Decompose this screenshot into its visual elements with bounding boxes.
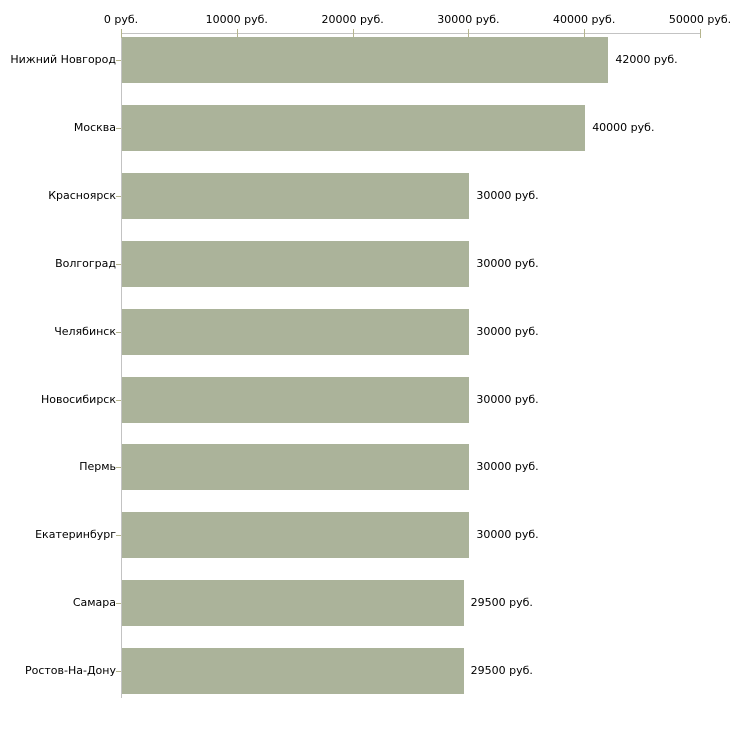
value-label: 30000 руб. <box>476 256 539 270</box>
value-label: 30000 руб. <box>476 392 539 406</box>
bar <box>122 308 470 355</box>
bar <box>122 512 470 559</box>
category-tick-mark <box>116 196 121 197</box>
category-tick-mark <box>116 128 121 129</box>
category-label: Ростов-На-Дону <box>24 664 116 678</box>
category-label: Самара <box>72 596 116 610</box>
value-label: 30000 руб. <box>476 188 539 202</box>
x-axis-tick-label: 10000 руб. <box>205 13 268 26</box>
bar <box>122 37 609 83</box>
bar <box>122 240 470 287</box>
bar <box>122 648 464 695</box>
x-axis-tick-label: 20000 руб. <box>321 13 384 26</box>
x-axis-tick-label: 40000 руб. <box>553 13 616 26</box>
bar <box>122 172 470 219</box>
category-tick-mark <box>116 467 121 468</box>
value-label: 30000 руб. <box>476 324 539 338</box>
category-label: Новосибирск <box>40 392 116 406</box>
category-label: Екатеринбург <box>35 528 116 542</box>
x-axis-tick-mark <box>121 29 122 38</box>
category-label: Пермь <box>79 460 116 474</box>
category-tick-mark <box>116 400 121 401</box>
y-axis-line <box>121 33 122 698</box>
value-label: 30000 руб. <box>476 460 539 474</box>
x-axis-tick-mark <box>236 29 238 38</box>
category-tick-mark <box>116 264 121 265</box>
value-label: 29500 руб. <box>470 596 533 610</box>
category-tick-mark <box>116 60 121 61</box>
category-label: Волгоград <box>55 256 116 270</box>
category-tick-mark <box>116 671 121 672</box>
x-axis-tick-label: 50000 руб. <box>668 13 730 26</box>
x-axis-tick-label: 30000 руб. <box>437 13 500 26</box>
bar <box>122 444 470 491</box>
bar <box>122 376 470 423</box>
x-axis-tick-mark <box>700 29 701 38</box>
value-label: 30000 руб. <box>476 528 539 542</box>
value-label: 40000 руб. <box>592 120 655 134</box>
x-axis-tick-mark <box>584 29 586 38</box>
bar <box>122 104 586 151</box>
category-label: Красноярск <box>48 188 116 202</box>
category-tick-mark <box>116 332 121 333</box>
category-label: Москва <box>73 120 116 134</box>
category-tick-mark <box>116 535 121 536</box>
value-label: 29500 руб. <box>470 664 533 678</box>
x-axis-tick-mark <box>352 29 354 38</box>
category-label: Челябинск <box>54 324 116 338</box>
bar <box>122 580 464 627</box>
x-axis-line <box>121 33 701 34</box>
category-label: Нижний Новгород <box>10 53 116 66</box>
value-label: 42000 руб. <box>615 53 678 66</box>
category-tick-mark <box>116 603 121 604</box>
x-axis-tick-label: 0 руб. <box>103 13 139 26</box>
x-axis-tick-mark <box>468 29 470 38</box>
